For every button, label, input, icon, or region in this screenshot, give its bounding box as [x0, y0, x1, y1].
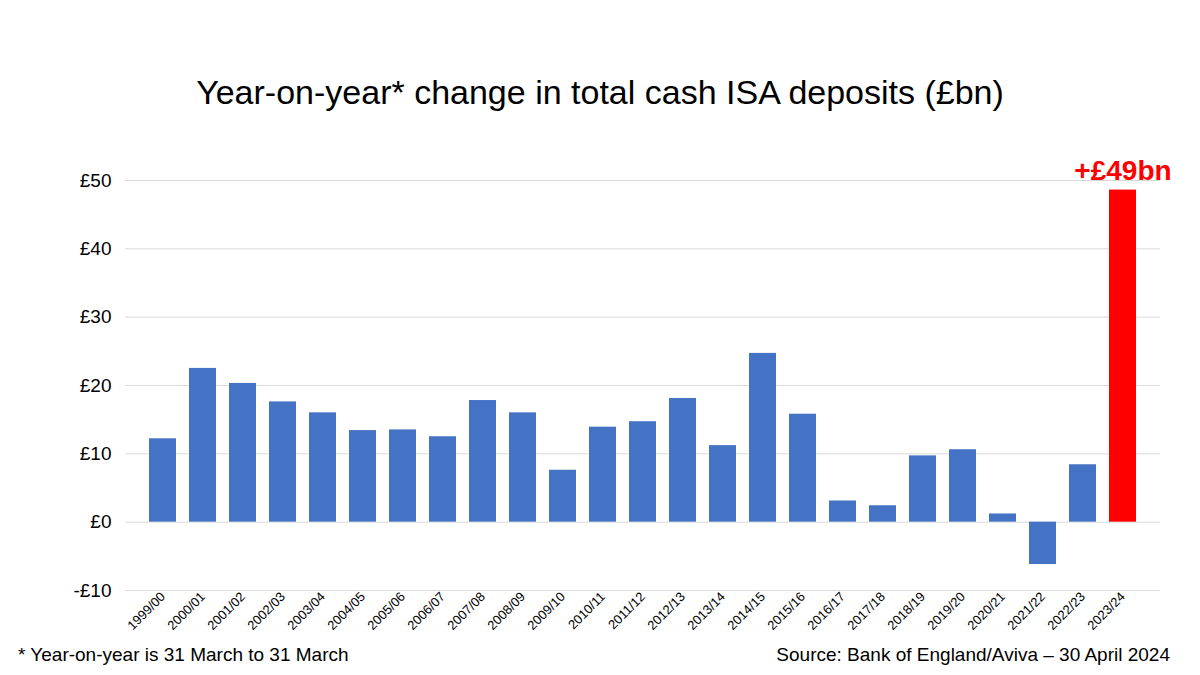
- svg-text:2005/06: 2005/06: [364, 589, 408, 633]
- svg-text:2006/07: 2006/07: [404, 589, 448, 633]
- svg-text:2010/11: 2010/11: [565, 589, 608, 632]
- svg-text:£50: £50: [80, 170, 112, 191]
- svg-text:2008/09: 2008/09: [484, 589, 528, 633]
- svg-text:2021/22: 2021/22: [1004, 589, 1048, 633]
- svg-text:2015/16: 2015/16: [764, 589, 808, 633]
- svg-text:2016/17: 2016/17: [804, 589, 848, 633]
- svg-text:2020/21: 2020/21: [964, 589, 1008, 633]
- svg-text:£10: £10: [80, 443, 112, 464]
- svg-text:2001/02: 2001/02: [204, 589, 248, 633]
- svg-text:2002/03: 2002/03: [244, 589, 288, 633]
- svg-text:2000/01: 2000/01: [164, 589, 208, 633]
- svg-text:+£49bn: +£49bn: [1074, 155, 1171, 186]
- svg-text:2007/08: 2007/08: [444, 589, 488, 633]
- svg-text:2004/05: 2004/05: [324, 589, 368, 633]
- svg-text:-£10: -£10: [73, 580, 111, 601]
- html-text:Source: Bank of England/Aviva: Source: Bank of England/Aviva – 30 April…: [776, 644, 1170, 665]
- svg-text:2009/10: 2009/10: [524, 589, 568, 633]
- html-text:* Year-on-year is 31 March to: * Year-on-year is 31 March to 31 March: [18, 644, 349, 665]
- svg-text:2018/19: 2018/19: [884, 589, 928, 633]
- svg-text:2017/18: 2017/18: [844, 589, 888, 633]
- svg-text:£30: £30: [80, 306, 112, 327]
- svg-text:2014/15: 2014/15: [724, 589, 768, 633]
- svg-text:2003/04: 2003/04: [284, 589, 328, 633]
- svg-text:1999/00: 1999/00: [124, 589, 168, 633]
- svg-text:£40: £40: [80, 238, 112, 259]
- html-text:Year-on-year* change in total: Year-on-year* change in total cash ISA d…: [196, 73, 1004, 111]
- svg-text:2023/24: 2023/24: [1084, 589, 1128, 633]
- svg-text:£0: £0: [90, 511, 111, 532]
- svg-text:2011/12: 2011/12: [605, 589, 648, 632]
- svg-text:2022/23: 2022/23: [1044, 589, 1088, 633]
- svg-text:2012/13: 2012/13: [644, 589, 688, 633]
- svg-text:£20: £20: [80, 375, 112, 396]
- svg-text:2019/20: 2019/20: [924, 589, 968, 633]
- svg-text:2013/14: 2013/14: [684, 589, 728, 633]
